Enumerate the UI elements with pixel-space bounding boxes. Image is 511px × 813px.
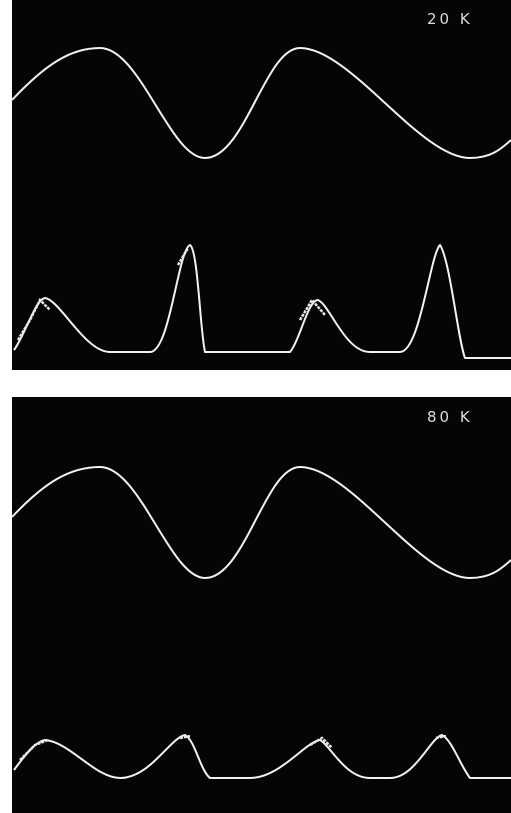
- panel-label: 80 K: [427, 408, 473, 426]
- page: 20 K 80 K: [0, 0, 511, 813]
- scope-panel: [12, 0, 511, 370]
- scope-panel: [12, 397, 511, 813]
- panel-label: 20 K: [427, 10, 473, 28]
